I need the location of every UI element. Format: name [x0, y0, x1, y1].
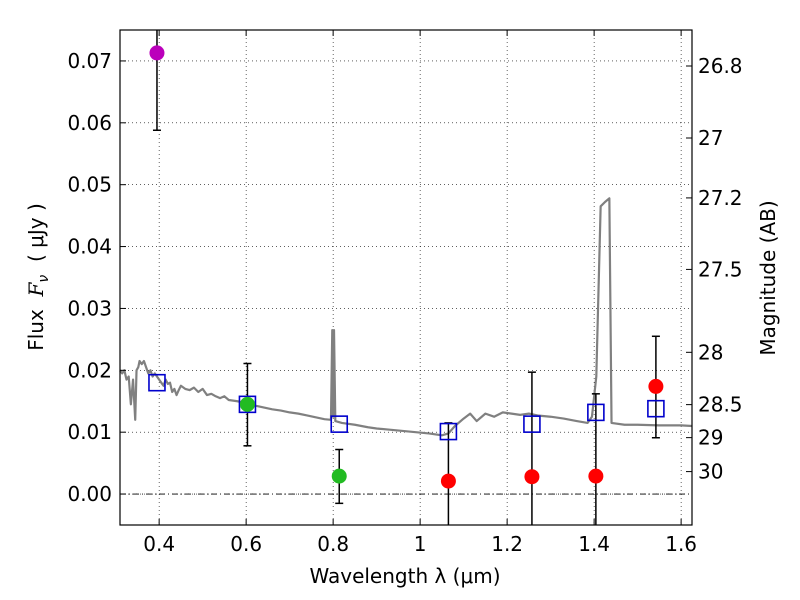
magnitude-tick-label: 27.2: [698, 186, 743, 210]
observed-flux-point: [524, 469, 540, 485]
x-tick-label: 1.6: [665, 532, 697, 556]
observed-flux-markers: [149, 45, 664, 489]
magnitude-tick-label: 29: [698, 426, 723, 450]
observed-flux-point: [331, 468, 347, 484]
y-tick-label: 0.05: [67, 173, 112, 197]
observed-flux-point: [588, 468, 604, 484]
plot-frame: [119, 29, 693, 526]
y-axis-label-prefix: Flux: [24, 296, 48, 350]
y-tick-label: 0.03: [67, 296, 112, 320]
magnitude-tick-label: 28.5: [698, 393, 743, 417]
y-axis-label-suffix: ( μJy ): [24, 203, 48, 275]
y-tick-label: 0.04: [67, 235, 112, 259]
y-tick-label: 0.00: [67, 482, 112, 506]
model-square-marker: [587, 403, 605, 422]
model-square-marker: [647, 399, 665, 418]
template-spectrum-group: [119, 197, 693, 437]
x-tick-label: 1.4: [578, 532, 610, 556]
model-square-marker: [439, 422, 458, 441]
x-tick-label: 0.4: [143, 532, 175, 556]
magnitude-axis-ticks: 26.8 27 27.2 27.5 28 28.5 29 30: [686, 54, 743, 484]
magnitude-tick-label: 26.8: [698, 54, 743, 78]
model-square-marker: [330, 415, 349, 433]
magnitude-tick-label: 27.5: [698, 257, 743, 281]
y-tick-label: 0.07: [67, 49, 112, 73]
magnitude-tick-label: 30: [698, 460, 723, 484]
x-tick-label: 0.8: [317, 532, 349, 556]
template-spectrum-line: [119, 197, 693, 437]
x-tick-label: 0.6: [230, 532, 262, 556]
magnitude-tick-label: 27: [698, 126, 723, 150]
model-photometry-markers: [148, 373, 665, 441]
model-square-marker: [148, 373, 166, 392]
y-tick-label: 0.06: [67, 111, 112, 135]
x-axis-label: Wavelength λ (μm): [309, 564, 500, 588]
magnitude-axis-label: Magnitude (AB): [756, 200, 780, 355]
x-tick-label: 1: [414, 532, 427, 556]
observed-flux-point: [149, 45, 165, 61]
observed-flux-point: [440, 473, 456, 489]
observed-flux-point: [239, 396, 255, 412]
x-axis-ticks: 0.4 0.6 0.8 1 1.2 1.4 1.6: [143, 30, 697, 556]
model-square-marker: [523, 415, 541, 433]
y-tick-label: 0.01: [67, 420, 112, 444]
x-tick-label: 1.2: [491, 532, 523, 556]
magnitude-tick-label: 28: [698, 340, 723, 364]
y-axis-ticks: 0.00 0.01 0.02 0.03 0.04 0.05 0.06 0.07: [67, 49, 126, 506]
observed-flux-point: [648, 378, 664, 394]
y-tick-label: 0.02: [67, 358, 112, 382]
y-axis-label: Flux Fν ( μJy ): [24, 203, 52, 351]
y-axis-label-symbol: F: [24, 281, 48, 297]
y-axis-label-subscript: ν: [36, 275, 52, 283]
model-square-marker: [238, 395, 257, 414]
